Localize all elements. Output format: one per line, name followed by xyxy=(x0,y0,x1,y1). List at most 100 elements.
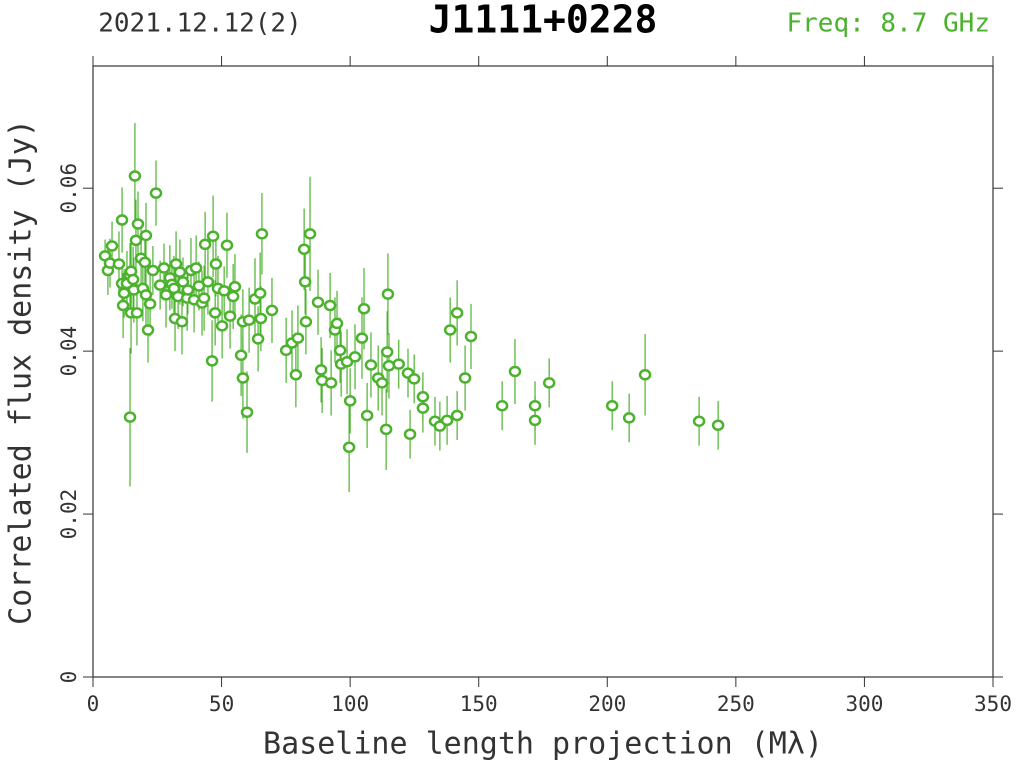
data-point xyxy=(458,372,472,384)
data-point xyxy=(205,355,219,367)
data-point xyxy=(464,330,478,343)
data-point xyxy=(450,409,464,422)
data-point xyxy=(201,276,215,288)
data-point xyxy=(139,289,153,301)
data-point xyxy=(220,239,234,251)
data-point xyxy=(217,285,231,297)
data-point xyxy=(360,409,374,422)
data-point xyxy=(159,289,173,301)
data-point xyxy=(130,307,144,319)
data-point xyxy=(382,360,396,372)
data-point xyxy=(495,399,509,412)
x-tick-label: 300 xyxy=(845,692,883,716)
data-point xyxy=(357,303,371,315)
data-point xyxy=(443,324,457,336)
data-point xyxy=(299,316,313,328)
data-point xyxy=(692,415,706,427)
data-point xyxy=(380,346,394,358)
data-point xyxy=(197,292,211,304)
data-point xyxy=(314,364,328,376)
data-point xyxy=(175,316,189,328)
data-point xyxy=(115,214,129,226)
data-point xyxy=(379,423,393,436)
data-point xyxy=(638,369,652,381)
data-point xyxy=(116,299,130,312)
data-point xyxy=(403,428,417,440)
data-point xyxy=(215,320,229,332)
x-tick-label: 0 xyxy=(87,692,100,716)
data-point xyxy=(251,333,265,345)
frequency-annotation: Freq: 8.7 GHz xyxy=(787,9,991,39)
x-tick-label: 50 xyxy=(209,692,234,716)
plot-frame xyxy=(92,65,994,678)
data-point xyxy=(711,419,725,432)
data-point xyxy=(236,372,250,384)
y-tick-label: 0 xyxy=(57,671,81,684)
data-point xyxy=(289,369,303,381)
x-tick-label: 250 xyxy=(717,692,755,716)
y-tick-label: 0.02 xyxy=(57,489,81,540)
data-point xyxy=(279,344,293,357)
data-point xyxy=(291,332,305,344)
data-point xyxy=(342,441,356,454)
data-point xyxy=(297,243,311,256)
data-point xyxy=(324,377,338,389)
data-point xyxy=(146,264,160,277)
data-point xyxy=(407,373,421,385)
data-point xyxy=(605,399,619,412)
data-point xyxy=(323,299,337,312)
data-point xyxy=(131,218,145,230)
data-point xyxy=(255,228,269,240)
data-point xyxy=(105,240,119,252)
data-point xyxy=(242,314,256,326)
x-axis-label: Baseline length projection (Mλ) xyxy=(263,727,823,762)
data-point xyxy=(176,276,190,288)
data-point xyxy=(112,258,126,270)
data-point xyxy=(254,312,268,325)
data-point xyxy=(240,406,254,418)
data-point xyxy=(542,377,556,389)
data-point xyxy=(149,187,163,199)
data-point xyxy=(450,307,464,319)
x-tick-label: 100 xyxy=(331,692,369,716)
data-point xyxy=(141,324,155,336)
x-tick-label: 200 xyxy=(588,692,626,716)
x-tick-label: 150 xyxy=(460,692,498,716)
data-point xyxy=(153,279,167,291)
data-point xyxy=(209,258,223,270)
data-point xyxy=(234,349,248,361)
data-point xyxy=(128,170,142,182)
data-point xyxy=(208,307,222,319)
y-tick-label: 0.06 xyxy=(57,163,81,214)
data-point xyxy=(129,234,143,247)
data-point xyxy=(333,344,347,357)
date-label: 2021.12.12(2) xyxy=(98,9,302,39)
data-point xyxy=(198,238,212,251)
data-point xyxy=(364,359,378,371)
data-point xyxy=(416,402,430,414)
data-point xyxy=(440,414,454,427)
x-tick-label: 350 xyxy=(974,692,1012,716)
data-point xyxy=(123,411,137,423)
data-point xyxy=(181,284,195,296)
data-point xyxy=(226,290,240,303)
data-point xyxy=(528,399,542,412)
data-point xyxy=(298,276,312,288)
data-point xyxy=(143,298,157,310)
data-point xyxy=(157,262,171,274)
data-point xyxy=(381,288,395,300)
data-point xyxy=(206,230,220,243)
data-point xyxy=(528,414,542,427)
data-point xyxy=(265,304,279,317)
data-point xyxy=(189,262,203,274)
data-point xyxy=(375,377,389,389)
data-point xyxy=(343,395,357,407)
data-point xyxy=(348,351,362,363)
data-point xyxy=(223,310,237,322)
data-point xyxy=(311,296,325,309)
data-point xyxy=(126,273,140,286)
y-tick-label: 0.04 xyxy=(57,326,81,377)
data-point xyxy=(303,228,317,240)
y-axis-label: Correlated flux density (Jy) xyxy=(4,119,39,625)
